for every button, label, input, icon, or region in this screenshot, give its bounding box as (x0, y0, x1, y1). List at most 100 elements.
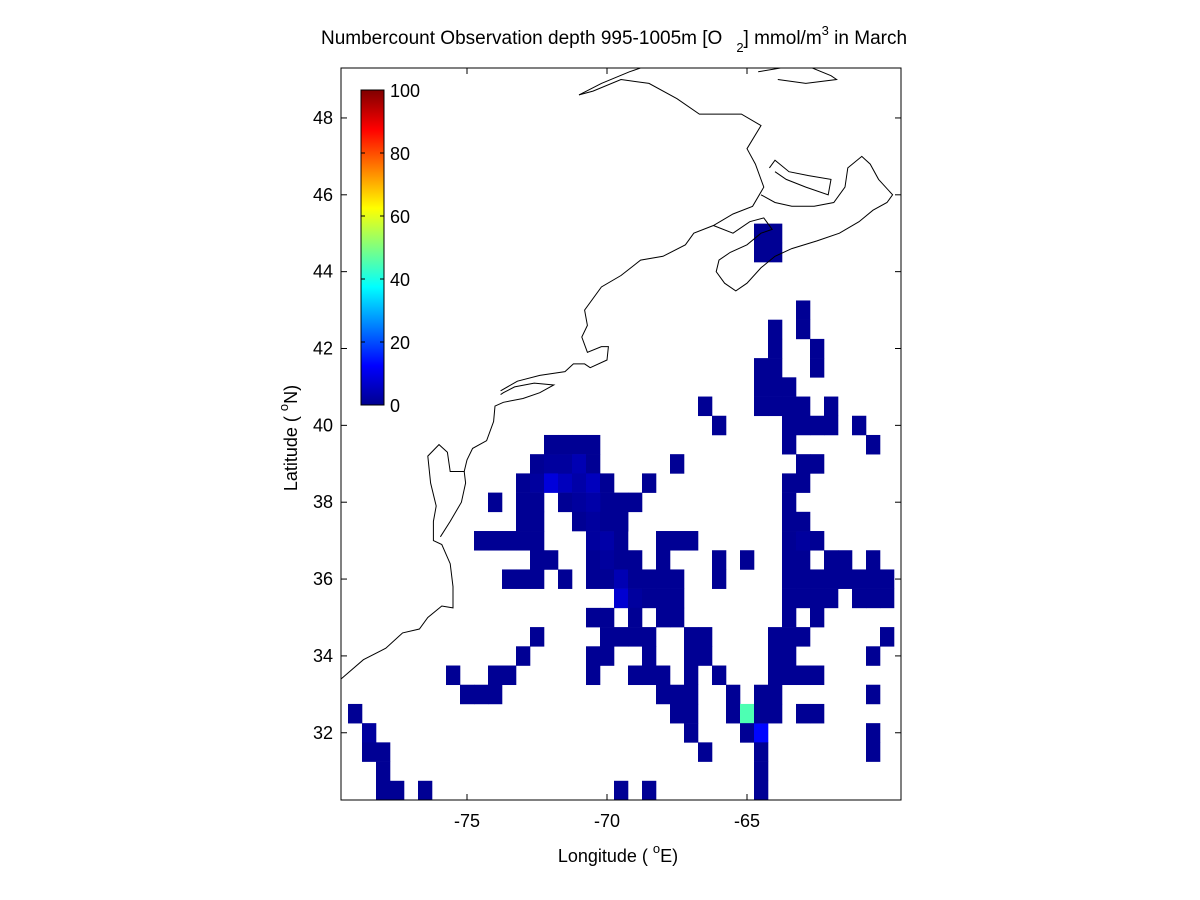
heatmap-cell (530, 473, 545, 493)
heatmap-cell (768, 396, 783, 417)
heatmap-cell (796, 415, 811, 436)
heatmap-cell (586, 531, 601, 551)
heatmap-cell (768, 684, 783, 705)
heatmap-cell (642, 665, 657, 686)
heatmap-cell (586, 550, 601, 570)
heatmap-cell (852, 415, 867, 436)
heatmap-cell (754, 780, 769, 800)
heatmap-cell (376, 761, 391, 782)
heatmap-cell (418, 780, 433, 800)
heatmap-cell (698, 742, 713, 762)
heatmap-cell (880, 569, 895, 589)
heatmap-cell (768, 242, 783, 263)
heatmap-cell (782, 396, 797, 417)
heatmap-cell (530, 569, 545, 589)
heatmap-cell (600, 627, 615, 647)
heatmap-cell (810, 415, 825, 436)
heatmap-cell (586, 511, 601, 532)
heatmap-cell (852, 569, 867, 589)
coastline-path (758, 68, 838, 84)
heatmap-cell (656, 665, 671, 686)
heatmap-cell (558, 454, 573, 474)
y-axis: 32 34 36 38 40 42 44 46 48 (313, 108, 901, 743)
y-tick-label: 44 (313, 262, 333, 282)
y-tick-label: 38 (313, 492, 333, 512)
heatmap-cell (656, 550, 671, 570)
heatmap-cell (880, 627, 895, 647)
heatmap-cell (488, 492, 503, 513)
heatmap-cell (866, 569, 881, 589)
heatmap-cell (866, 646, 881, 666)
heatmap-cell (670, 703, 685, 724)
colorbar: 0 20 40 60 80 100 (360, 81, 420, 416)
heatmap-cell (572, 492, 587, 513)
heatmap-cell (684, 665, 699, 686)
heatmap-cell (544, 434, 559, 455)
heatmap-cell (600, 492, 615, 513)
heatmap-cell (614, 511, 629, 532)
heatmap-cell (670, 531, 685, 551)
heatmap-cell (754, 684, 769, 705)
heatmap-cell (642, 569, 657, 589)
heatmap-cell (530, 454, 545, 474)
heatmap-cell (740, 723, 755, 743)
heatmap-cell (768, 627, 783, 647)
heatmap-cell (460, 684, 475, 705)
plot-frame (340, 67, 902, 801)
heatmap-cell (628, 588, 643, 609)
heatmap-cell (768, 358, 783, 378)
heatmap-cell (866, 434, 881, 455)
colorbar-tick-label: 80 (390, 144, 410, 164)
heatmap-cell (740, 550, 755, 570)
heatmap-cell (516, 569, 531, 589)
heatmap-cell (572, 434, 587, 455)
heatmap-cell (782, 473, 797, 493)
heatmap-cell (852, 588, 867, 609)
heatmap-cell (488, 665, 503, 686)
heatmap-cell (768, 377, 783, 397)
x-axis-label: Longitude ( oE) (558, 841, 678, 866)
heatmap-cell (516, 511, 531, 532)
heatmap-cell (796, 550, 811, 570)
heatmap-cell (502, 665, 517, 686)
heatmap-cell (474, 684, 489, 705)
heatmap-cell (544, 550, 559, 570)
heatmap-cell (614, 588, 629, 609)
heatmap-cell (782, 550, 797, 570)
heatmap-cell (600, 569, 615, 589)
heatmap-cell (880, 588, 895, 609)
heatmap-cell (656, 569, 671, 589)
coastline-path (768, 159, 832, 196)
y-tick-label: 42 (313, 339, 333, 359)
heatmap-cell (712, 550, 727, 570)
heatmap-cell (586, 473, 601, 493)
heatmap-cell (726, 684, 741, 705)
heatmap-cell (572, 473, 587, 493)
colorbar-tick-label: 20 (390, 333, 410, 353)
heatmap-cell (558, 473, 573, 493)
heatmap-cell (754, 723, 769, 743)
heatmap-cell (698, 646, 713, 666)
heatmap-cell (684, 703, 699, 724)
heatmap-cell (810, 569, 825, 589)
heatmap-cell (558, 569, 573, 589)
heatmap-cell (782, 588, 797, 609)
x-axis: -75 -70 -65 (454, 68, 760, 831)
heatmap-cell (600, 531, 615, 551)
heatmap-cell (670, 569, 685, 589)
heatmap-cell (866, 550, 881, 570)
heatmap-cell (782, 492, 797, 513)
heatmap-cell (614, 550, 629, 570)
heatmap-cell (754, 703, 769, 724)
heatmap-cell (810, 588, 825, 609)
heatmap-cell (782, 434, 797, 455)
colorbar-tick-label: 40 (390, 270, 410, 290)
heatmap-cell (810, 454, 825, 474)
heatmap-cell (600, 607, 615, 628)
heatmap-cell (796, 665, 811, 686)
heatmap-cell (614, 492, 629, 513)
colorbar-ticks: 0 20 40 60 80 100 (361, 81, 420, 416)
heatmap-cell (516, 646, 531, 666)
heatmap-cell (614, 780, 629, 800)
y-tick-label: 36 (313, 569, 333, 589)
